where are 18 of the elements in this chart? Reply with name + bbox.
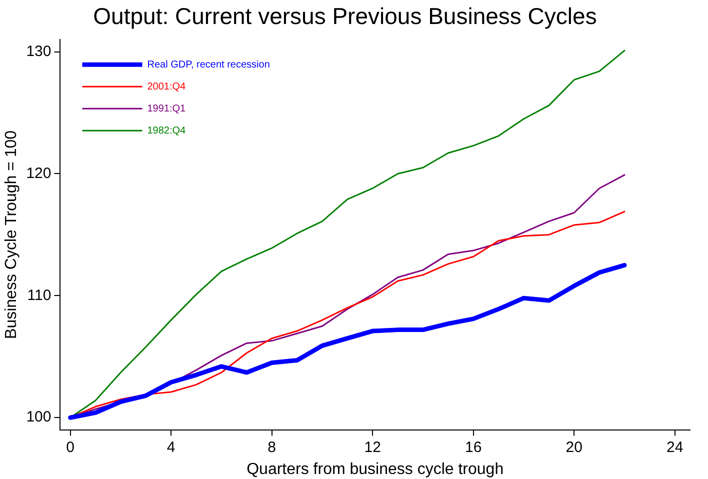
x-tick-label: 12 xyxy=(364,438,381,456)
chart-title: Output: Current versus Previous Business Cycles xyxy=(93,3,597,30)
y-tick-label: 110 xyxy=(27,286,52,304)
x-tick-label: 20 xyxy=(566,438,582,456)
y-tick-label: 100 xyxy=(26,408,52,426)
x-tick-label: 8 xyxy=(268,438,276,456)
y-axis-title: Business Cycle Trough = 100 xyxy=(3,130,20,339)
text: 1982:Q4 xyxy=(147,125,186,136)
text: Real GDP, recent recession xyxy=(147,59,270,70)
x-axis-title: Quarters from business cycle trough xyxy=(246,460,504,478)
y-tick-label: 120 xyxy=(26,164,52,182)
x-tick-label: 24 xyxy=(666,438,684,456)
x-tick-label: 0 xyxy=(66,438,74,456)
x-tick-label: 4 xyxy=(166,438,176,456)
text: 2001:Q4 xyxy=(147,81,186,92)
y-tick-label: 130 xyxy=(26,42,52,60)
x-tick-label: 16 xyxy=(465,438,482,456)
text: 1991:Q1 xyxy=(147,103,186,114)
